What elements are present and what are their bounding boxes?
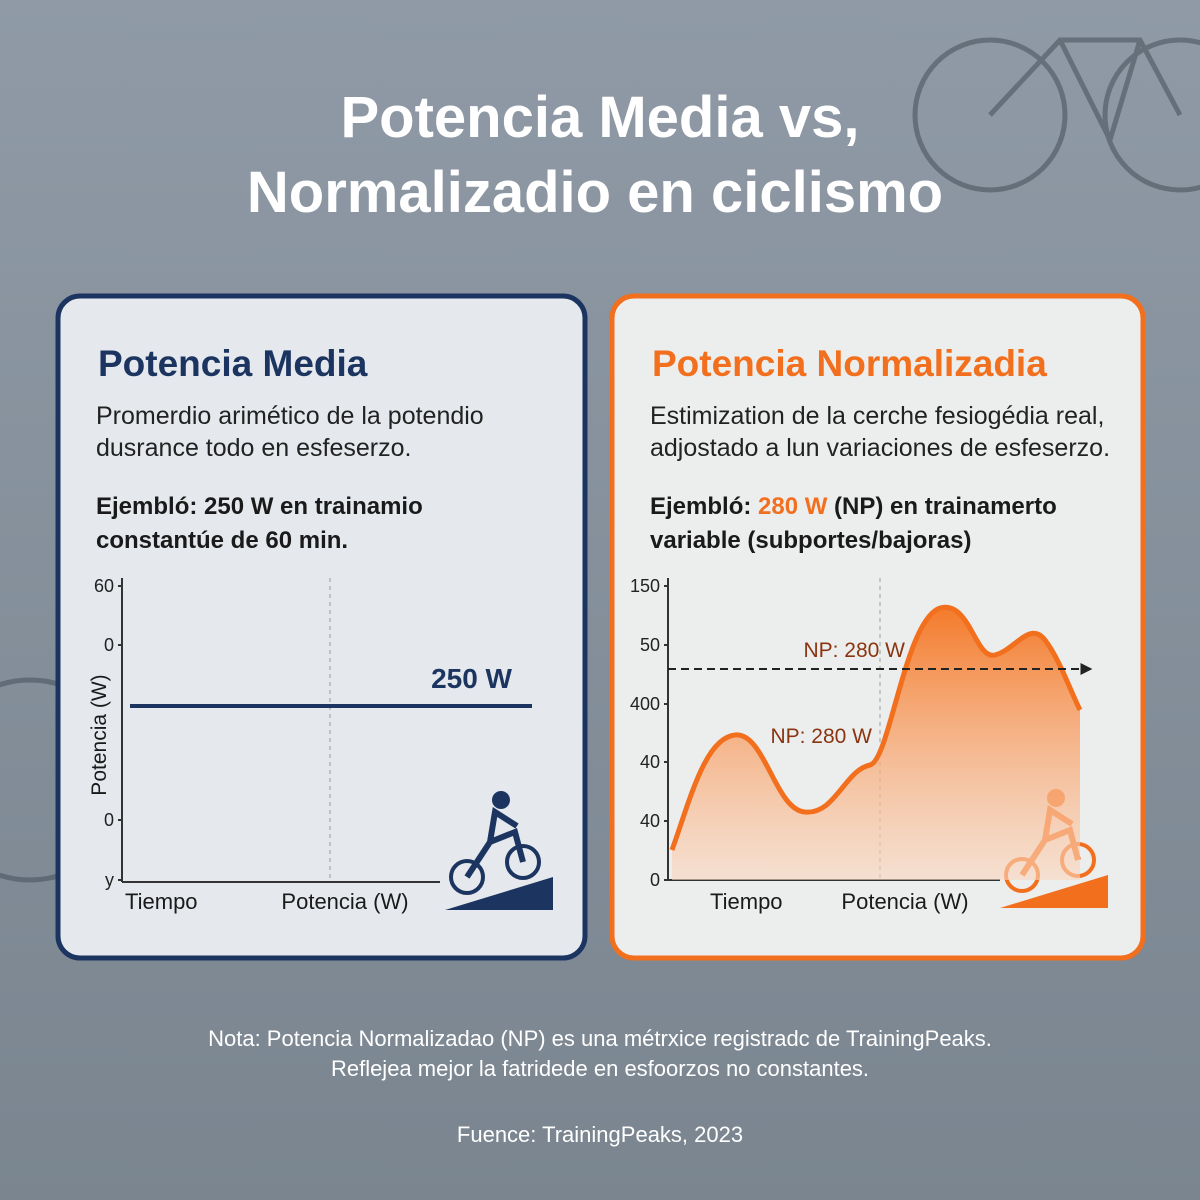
source: Fuence: TrainingPeaks, 2023: [457, 1122, 743, 1147]
example-part: constantúe de 60 min.: [96, 527, 348, 554]
card-box: [55, 293, 588, 961]
x-label: Tiempo: [710, 889, 783, 914]
cyclist-wheel: [505, 844, 541, 880]
annotation: NP: 280 W: [770, 725, 872, 748]
card-title: Potencia Normalizadia: [652, 343, 1047, 384]
card-description: dusrance todo en esfeserzo.: [96, 434, 411, 462]
title-line: Normalizadio en ciclismo: [247, 160, 943, 225]
example-part: variable (subportes/bajoras): [650, 527, 971, 554]
example-part: Ejembló:: [650, 493, 758, 520]
y-tick-label: 150: [630, 576, 660, 596]
card-example: constantúe de 60 min.: [96, 527, 348, 554]
note-line: Nota: Potencia Normalizadao (NP) es una …: [208, 1026, 992, 1051]
example-part: 280 W: [758, 493, 828, 520]
card-example: Ejembló: 280 W (NP) en trainamerto: [650, 493, 1057, 520]
x-label: Potencia (W): [841, 889, 968, 914]
card: Potencia Media Promerdio arimético de la …: [55, 293, 588, 961]
example-part: (NP) en trainamerto: [827, 493, 1056, 520]
ramp: [1000, 875, 1108, 908]
card-example: variable (subportes/bajoras): [650, 527, 971, 554]
card-title: Potencia Media: [98, 343, 368, 384]
y-tick-label: 400: [630, 694, 660, 714]
card-example: Ejembló: 250 W en trainamio: [96, 493, 423, 520]
y-tick-label: 40: [640, 752, 660, 772]
power-area: [672, 607, 1080, 880]
cyclist-body: [464, 807, 526, 879]
card-description: Promerdio arimético de la potendio: [96, 402, 484, 430]
card-description: adjostado a lun variaciones de esfeserzo…: [650, 434, 1110, 462]
card: Potencia Normalizadia Estimization de la …: [609, 293, 1146, 961]
power-line: [669, 604, 1083, 851]
bike-decoration: [0, 37, 1200, 883]
ramp: [445, 877, 553, 910]
x-label: Tiempo: [125, 889, 198, 914]
annotation: NP: 280 W: [803, 639, 905, 662]
y-tick-label: 50: [640, 635, 660, 655]
card-description: Estimization de la cerche fesiogédia rea…: [650, 402, 1104, 430]
cyclist-head: [492, 791, 510, 809]
y-tick-label: 0: [104, 810, 114, 830]
x-label: Potencia (W): [281, 889, 408, 914]
y-tick-label: y: [105, 870, 114, 890]
y-axis-label: Potencia (W): [88, 674, 111, 795]
cyclist-wheel: [449, 859, 485, 895]
y-tick-label: 60: [94, 576, 114, 596]
y-tick-label: 0: [650, 870, 660, 890]
note-line: Reflejea mejor la fatridede en esfoorzos…: [331, 1056, 869, 1081]
annotation: 250 W: [431, 663, 512, 694]
title-line: Potencia Media vs,: [341, 85, 860, 150]
y-tick-label: 0: [104, 635, 114, 655]
example-part: Ejembló: 250 W en trainamio: [96, 493, 423, 520]
y-tick-label: 40: [640, 811, 660, 831]
